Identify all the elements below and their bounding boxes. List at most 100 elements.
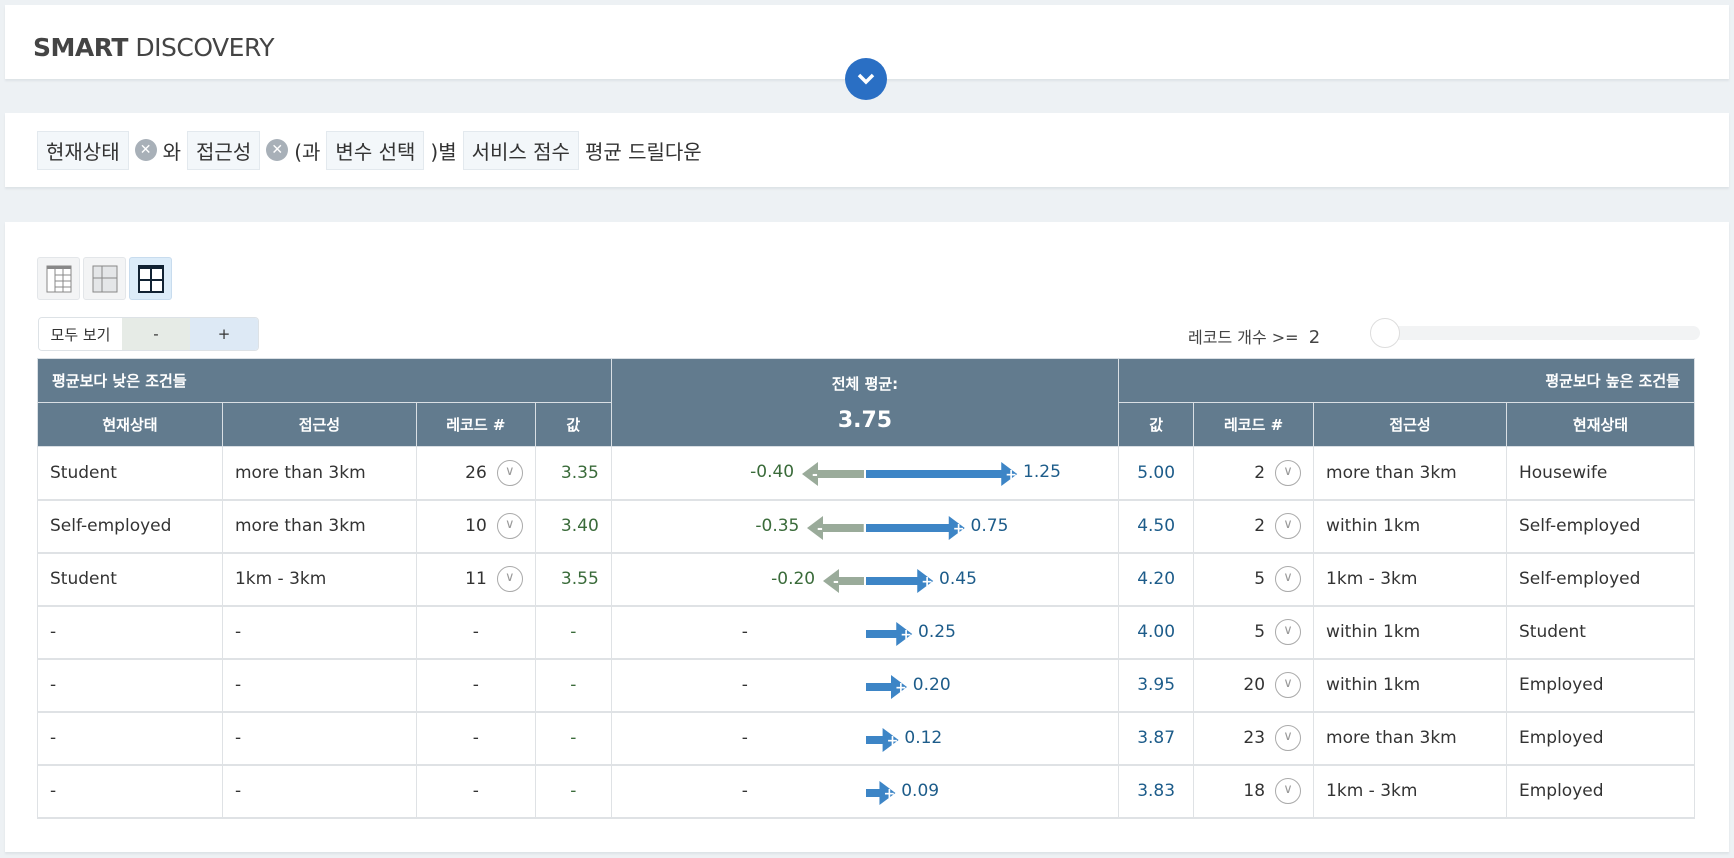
slider-handle[interactable] <box>1370 318 1400 348</box>
table-row[interactable]: - - - - +0.20 - 3.95 20 ∨ within 1km Emplo… <box>37 658 1696 713</box>
chip-access[interactable]: 접근성 <box>187 130 261 170</box>
higher-value: 3.83 <box>1118 764 1195 819</box>
col-header[interactable]: 레코드 # <box>1193 402 1315 447</box>
col-header[interactable]: 접근성 <box>221 402 417 447</box>
lower-count: - <box>416 605 536 660</box>
chevron-down-icon[interactable]: ∨ <box>496 566 523 592</box>
higher-status: Employed <box>1506 711 1696 766</box>
delta-bar-cell: +0.09 - <box>611 764 1120 819</box>
expand-chevron-button[interactable] <box>845 58 887 100</box>
svg-text:+: + <box>953 521 965 537</box>
col-header[interactable]: 레코드 # <box>415 402 536 447</box>
table-row[interactable]: - - - - +0.25 - 4.00 5 ∨ within 1km Studen… <box>37 605 1696 660</box>
expand-button[interactable]: + <box>190 318 258 350</box>
col-header[interactable]: 접근성 <box>1313 402 1507 447</box>
positive-arrow: + <box>865 568 934 593</box>
filter-sentence: 현재상태 ✕ 와 접근성 ✕ (과 변수 선택 )별 서비스 점수 평균 드릴다… <box>5 113 1729 187</box>
drilldown-table: 평균보다 낮은 조건들 전체 평균: 3.75 평균보다 높은 조건들 현재상태 … <box>37 358 1696 819</box>
delta-bar-cell: +0.25 - <box>611 605 1120 660</box>
lower-value: - <box>535 605 612 660</box>
delta-bar-cell: +0.20 - <box>611 658 1120 713</box>
chevron-down-icon[interactable]: ∨ <box>1275 672 1302 698</box>
chip-measure[interactable]: 서비스 점수 <box>462 130 579 170</box>
lower-access: - <box>222 605 417 660</box>
show-all-button[interactable]: 모두 보기 <box>39 318 122 350</box>
pivot-view-icon <box>92 265 117 292</box>
expand-group: 모두 보기 - + <box>38 317 259 351</box>
chevron-down-icon[interactable]: ∨ <box>1275 778 1302 804</box>
chevron-down-icon[interactable]: ∨ <box>1275 619 1302 645</box>
view-drilldown-button[interactable] <box>129 257 172 300</box>
overall-average: 전체 평균: 3.75 <box>610 358 1120 447</box>
col-header[interactable]: 값 <box>534 402 612 447</box>
negative-delta: -0.35 <box>755 515 800 536</box>
svg-text:+: + <box>895 680 907 696</box>
delta-bar-cell: +0.45 - -0.20 <box>611 552 1120 607</box>
record-count-slider[interactable] <box>1370 326 1700 340</box>
svg-text:-: - <box>812 467 818 483</box>
chip-select-variable[interactable]: 변수 선택 <box>326 130 425 170</box>
chevron-down-icon[interactable]: ∨ <box>1275 566 1302 592</box>
chevron-down-icon[interactable]: ∨ <box>496 513 523 539</box>
negative-arrow: - <box>807 515 864 540</box>
positive-delta: 0.09 <box>901 780 940 801</box>
table-row[interactable]: - - - - +0.09 - 3.83 18 ∨ 1km - 3km Employ… <box>37 764 1696 819</box>
higher-access: more than 3km <box>1313 446 1507 501</box>
positive-arrow: + <box>865 515 965 540</box>
col-header[interactable]: 현재상태 <box>37 402 223 447</box>
drilldown-view-icon <box>137 264 164 293</box>
view-pivot-button[interactable] <box>83 257 126 300</box>
lower-count: - <box>416 764 536 819</box>
svg-text:+: + <box>883 786 895 802</box>
col-header[interactable]: 현재상태 <box>1505 402 1696 447</box>
higher-count: 5 ∨ <box>1193 605 1315 660</box>
lower-access: - <box>222 764 417 819</box>
higher-count: 5 ∨ <box>1193 552 1315 607</box>
higher-access: 1km - 3km <box>1313 764 1507 819</box>
delta-bar-cell: +1.25 - -0.40 <box>611 446 1120 501</box>
positive-arrow: + <box>865 621 913 646</box>
positive-delta: 0.20 <box>912 674 951 695</box>
higher-count: 20 ∨ <box>1193 658 1315 713</box>
negative-delta: -0.40 <box>750 462 795 482</box>
main-panel: 모두 보기 - + 레코드 개수 >= 2 평균보다 낮은 조건들 전체 평균:… <box>5 222 1729 852</box>
higher-count: 2 ∨ <box>1193 446 1315 501</box>
positive-delta: 0.12 <box>904 727 943 748</box>
lower-access: - <box>222 658 417 713</box>
negative-delta: - <box>741 621 748 642</box>
lower-count: - <box>416 658 536 713</box>
table-row[interactable]: - - - - +0.12 - 3.87 23 ∨ more than 3km Em… <box>37 711 1696 766</box>
table-row[interactable]: Student 1km - 3km 11 ∨ 3.55 +0.45 - -0.20 4… <box>37 552 1696 607</box>
chevron-down-icon[interactable]: ∨ <box>1275 725 1302 751</box>
higher-access: more than 3km <box>1313 711 1507 766</box>
lower-status: Student <box>37 446 223 501</box>
higher-access: within 1km <box>1313 499 1507 554</box>
chevron-down-icon[interactable]: ∨ <box>1275 513 1302 539</box>
higher-status: Self-employed <box>1506 552 1696 607</box>
remove-chip-status-icon[interactable]: ✕ <box>134 139 157 161</box>
lower-access: 1km - 3km <box>222 552 417 607</box>
negative-arrow: - <box>801 462 864 486</box>
table-row[interactable]: Self-employed more than 3km 10 ∨ 3.40 +0.… <box>37 499 1696 554</box>
delta-bar-cell: +0.75 - -0.35 <box>611 499 1120 554</box>
text-by: )별 <box>430 139 457 164</box>
positive-delta: 0.45 <box>939 568 977 589</box>
view-table-button[interactable] <box>37 257 80 300</box>
lower-value: 3.35 <box>535 446 612 501</box>
table-row[interactable]: Student more than 3km 26 ∨ 3.35 +1.25 - -0.… <box>37 446 1696 501</box>
text-drilldown: 평균 드릴다운 <box>584 139 702 164</box>
lower-status: Self-employed <box>37 499 223 554</box>
chip-status[interactable]: 현재상태 <box>37 130 129 170</box>
collapse-button[interactable]: - <box>122 318 190 350</box>
lower-status: - <box>37 605 223 660</box>
col-header[interactable]: 값 <box>1118 402 1195 447</box>
higher-access: within 1km <box>1313 605 1507 660</box>
negative-delta: - <box>741 674 748 695</box>
chevron-down-icon[interactable]: ∨ <box>496 459 523 486</box>
chevron-down-icon[interactable]: ∨ <box>1275 459 1302 486</box>
lower-access: more than 3km <box>222 446 417 501</box>
remove-chip-access-icon[interactable]: ✕ <box>266 139 289 161</box>
higher-value: 5.00 <box>1118 446 1195 501</box>
lower-status: - <box>37 711 223 766</box>
higher-count: 18 ∨ <box>1193 764 1315 819</box>
